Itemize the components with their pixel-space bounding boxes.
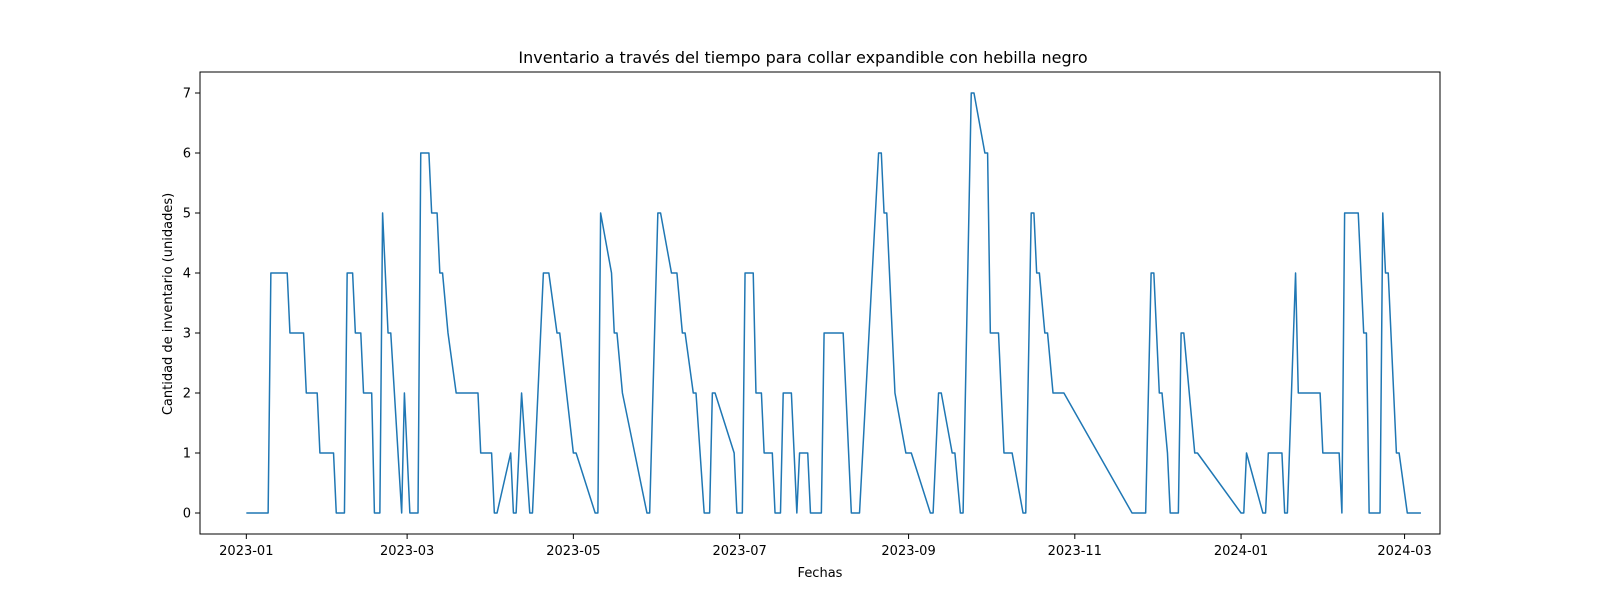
x-tick-label: 2024-03 [1377,544,1431,559]
series-line-0 [246,92,1421,514]
x-tick-label: 2023-01 [219,544,273,559]
y-tick-label: 5 [183,207,191,222]
axis-ticks: 0 1 2 3 4 5 6 7 2023-01 2023-03 2023-05 2023-07 2023… [183,87,1432,560]
y-tick-label: 4 [183,267,191,282]
plot-area-frame [199,71,1441,535]
y-tick-label: 1 [183,447,191,462]
x-tick-label: 2023-03 [380,544,434,559]
x-axis-label: Fechas [798,566,843,581]
x-tick-label: 2023-09 [881,544,935,559]
x-tick-label: 2024-01 [1214,544,1268,559]
x-tick-label: 2023-07 [712,544,766,559]
x-tick-label: 2023-11 [1048,544,1102,559]
chart-title: Inventario a través del tiempo para coll… [518,48,1087,67]
y-tick-label: 6 [183,147,191,162]
y-tick-label: 7 [183,87,191,102]
x-tick-label: 2023-05 [546,544,600,559]
y-axis-label: Cantidad de inventario (unidades) [161,193,176,415]
series-group [246,92,1421,514]
y-tick-label: 0 [183,507,191,522]
y-tick-label: 3 [183,327,191,342]
y-tick-label: 2 [183,387,191,402]
